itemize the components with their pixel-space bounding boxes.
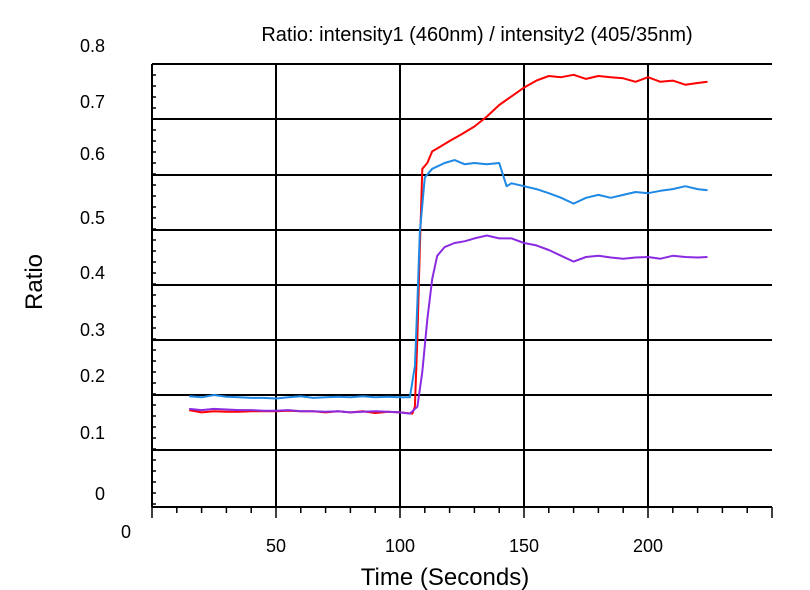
grid-lines <box>151 63 772 508</box>
y-tick-label: 0.4 <box>80 263 105 283</box>
x-tick-label: 200 <box>633 536 663 556</box>
y-tick-label: 0.1 <box>80 423 105 443</box>
y-tick-label: 0 <box>95 484 105 504</box>
y-tick-label: 0.8 <box>80 36 105 56</box>
x-tick-label: 0 <box>121 522 131 542</box>
y-tick-label: 0.7 <box>80 92 105 112</box>
x-tick-label: 50 <box>266 536 286 556</box>
x-axis-label: Time (Seconds) <box>361 564 530 590</box>
tick-labels: 0 50 100 150 200 0 0.1 0.2 0.3 0.4 0.5 0.6 0.7 0.8 <box>80 36 663 556</box>
x-tick-label: 100 <box>385 536 415 556</box>
y-tick-label: 0.3 <box>80 320 105 340</box>
y-tick-label: 0.5 <box>80 208 105 228</box>
axis-ticks <box>151 63 773 518</box>
x-tick-label: 150 <box>509 536 539 556</box>
series-lines <box>189 73 708 415</box>
y-tick-label: 0.2 <box>80 366 105 386</box>
y-tick-label: 0.6 <box>80 144 105 164</box>
series-line-2 <box>189 159 708 400</box>
chart-title: Ratio: intensity1 (460nm) / intensity2 (… <box>261 24 692 46</box>
y-axis-label: Ratio <box>21 254 48 310</box>
series-line-3 <box>189 234 708 415</box>
series-line-1 <box>189 73 708 415</box>
